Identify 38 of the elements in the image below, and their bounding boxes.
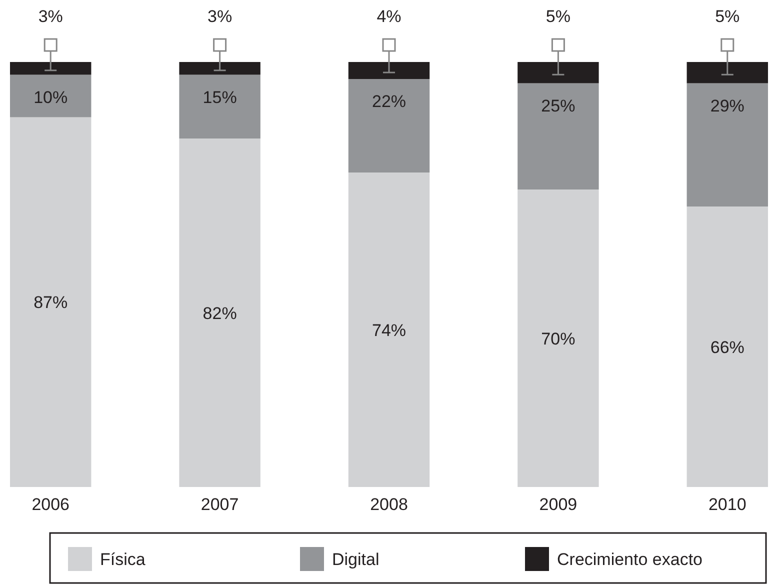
data-label: 29% bbox=[710, 96, 744, 116]
bar bbox=[348, 79, 430, 172]
x-tick-label: 2008 bbox=[370, 495, 408, 514]
data-label: 15% bbox=[202, 88, 237, 107]
data-label: 66% bbox=[710, 338, 744, 357]
data-label: 3% bbox=[208, 7, 232, 26]
data-label: 3% bbox=[38, 7, 63, 26]
legend-label: Crecimiento exacto bbox=[557, 550, 703, 569]
x-tick-label: 2009 bbox=[539, 495, 578, 514]
bar bbox=[686, 83, 768, 206]
data-label: 5% bbox=[546, 7, 570, 26]
bar bbox=[518, 190, 599, 487]
bar bbox=[179, 62, 260, 75]
bar bbox=[348, 62, 430, 79]
legend-label: Digital bbox=[332, 550, 380, 569]
bar bbox=[518, 83, 599, 190]
bar bbox=[686, 206, 768, 487]
bar bbox=[10, 117, 92, 487]
data-label: 5% bbox=[715, 7, 740, 26]
data-label: 87% bbox=[34, 293, 68, 312]
bar bbox=[10, 74, 92, 118]
data-label: 70% bbox=[541, 329, 576, 348]
x-tick-label: 2006 bbox=[32, 495, 70, 514]
data-label: 82% bbox=[202, 304, 237, 323]
legend-label: Física bbox=[100, 550, 146, 569]
x-tick-label: 2010 bbox=[708, 495, 746, 514]
bar bbox=[179, 138, 260, 487]
data-label: 10% bbox=[34, 88, 68, 107]
bar bbox=[10, 62, 92, 75]
bar bbox=[179, 74, 260, 138]
bar bbox=[686, 62, 768, 84]
data-label: 74% bbox=[372, 320, 406, 340]
x-tick-label: 2007 bbox=[200, 495, 239, 514]
data-label: 22% bbox=[372, 92, 406, 111]
bar bbox=[348, 172, 430, 487]
data-label: 25% bbox=[541, 96, 576, 116]
data-label: 4% bbox=[376, 7, 402, 26]
bar bbox=[518, 62, 599, 84]
